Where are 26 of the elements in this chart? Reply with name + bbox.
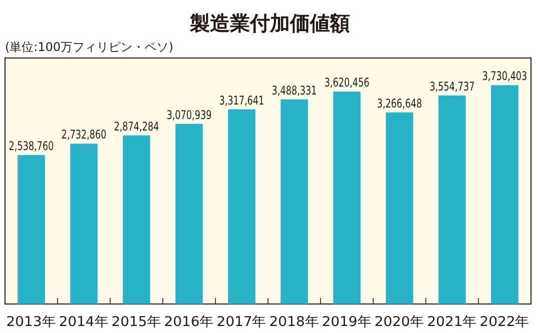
data-label: 3,730,403: [482, 69, 540, 84]
x-tick-label: 2014年: [58, 314, 109, 330]
x-tick-label: 2015年: [112, 314, 162, 330]
bar: [228, 109, 256, 304]
bar: [175, 124, 203, 304]
x-tick-label: 2022年: [480, 314, 530, 330]
bar: [386, 112, 414, 304]
x-tick-label: 2013年: [6, 314, 56, 330]
data-label: 3,266,648: [377, 96, 438, 110]
data-label: 2,538,760: [8, 139, 70, 154]
bar: [18, 155, 45, 304]
x-tick-label: 2017年: [216, 314, 267, 330]
x-tick-label: 2021年: [427, 314, 478, 330]
bar: [122, 135, 150, 304]
bar: [70, 144, 98, 304]
x-tick-label: 2019年: [322, 314, 372, 330]
bar: [280, 99, 308, 304]
chart-title: 製造業付加価値額: [189, 11, 350, 35]
data-label: 3,070,939: [166, 108, 228, 122]
bar: [491, 85, 518, 304]
bar: [333, 92, 361, 304]
chart-subtitle: (単位:100万フィリピン・ペソ): [5, 40, 174, 54]
bar: [438, 95, 466, 304]
x-tick-label: 2020年: [374, 314, 424, 330]
x-tick-label: 2016年: [164, 314, 214, 330]
x-tick-label: 2018年: [269, 314, 320, 330]
